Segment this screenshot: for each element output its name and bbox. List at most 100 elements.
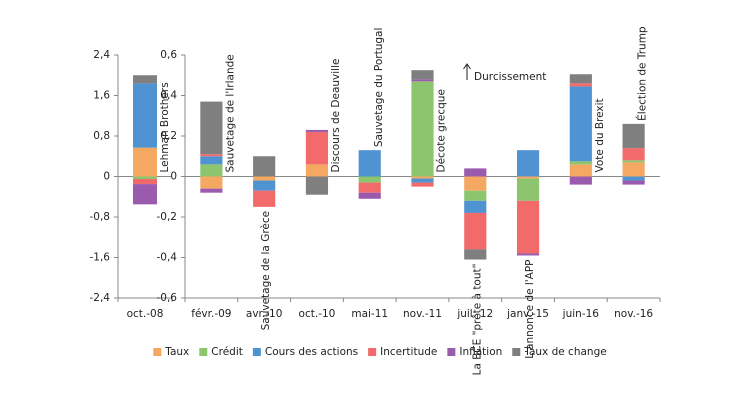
bar-segment <box>411 182 434 187</box>
annotation: La BCE "prête à tout" <box>471 264 483 376</box>
annotation: Décote grecque <box>436 89 448 172</box>
annotation: Lehman Brothers <box>159 82 171 172</box>
bar-segment <box>516 176 540 179</box>
bar-segment <box>464 190 487 201</box>
annotation: Discours de Deauville <box>330 59 342 173</box>
legend-swatch <box>199 348 208 356</box>
bar-segment <box>305 164 329 177</box>
bar-segment <box>411 178 434 183</box>
y-tick-label: -0,2 <box>157 211 178 223</box>
legend-swatch <box>153 348 162 356</box>
bar-segment <box>569 164 592 177</box>
y-tick-label: -0,8 <box>90 211 111 223</box>
bar-segment <box>464 249 487 260</box>
x-tick-label: mai-11 <box>351 308 388 320</box>
x-tick-label: nov.-16 <box>614 308 653 320</box>
x-tick-label: janv.-15 <box>506 308 549 320</box>
bar-segment <box>569 83 592 87</box>
bar-segment <box>622 160 645 163</box>
legend-swatch <box>368 348 377 356</box>
y-tick-label: 0,4 <box>160 90 177 102</box>
bar-segment <box>622 176 645 181</box>
bar-segment <box>253 176 276 181</box>
bar-segment <box>622 180 645 185</box>
y-tick-label: 2,4 <box>93 49 110 61</box>
bar-segment <box>358 150 381 177</box>
bar-segment <box>622 162 645 177</box>
bar-segment <box>253 156 276 177</box>
y-tick-label: -1,6 <box>90 252 111 264</box>
bar-segment <box>200 101 223 155</box>
bar-segment <box>411 79 434 82</box>
legend-swatch <box>252 348 261 356</box>
x-tick-label: oct.-10 <box>299 308 336 320</box>
bar-segment <box>358 176 381 183</box>
annotation: Sauvetage du Portugal <box>373 28 385 148</box>
annotation: Sauvetage de l'Irlande <box>224 54 236 172</box>
bar-segment <box>622 123 645 149</box>
y-tick-label: 0,2 <box>160 130 177 142</box>
x-tick-label: avr.-10 <box>246 308 283 320</box>
bar-segment <box>464 200 487 213</box>
bar-segment <box>464 212 487 250</box>
bar-segment <box>569 176 592 185</box>
bar-segment <box>133 179 157 185</box>
y-tick-label: -2,4 <box>90 292 111 304</box>
x-tick-label: févr.-09 <box>191 308 231 320</box>
legend-label: Inflation <box>459 346 502 358</box>
bar-segment <box>464 168 487 177</box>
bar-segment <box>200 156 223 165</box>
bar-segment <box>358 192 381 199</box>
bar-segment <box>133 83 157 148</box>
y-tick-label: 0 <box>103 171 110 183</box>
annotation: Élection de Trump <box>636 26 649 121</box>
bar-segment <box>133 176 157 180</box>
bar-segment <box>305 129 329 132</box>
bar-segment <box>305 176 329 195</box>
bar-segment <box>200 164 223 177</box>
bar-segment <box>358 182 381 193</box>
legend-label: Taux <box>164 346 189 358</box>
annotation: Durcissement <box>474 71 546 83</box>
bar-segment <box>569 161 592 165</box>
bar-segment <box>622 148 645 161</box>
y-tick-label: 0 <box>170 171 177 183</box>
y-tick-label: 0,8 <box>93 130 110 142</box>
bar-segment <box>569 74 592 84</box>
bar-segment <box>253 180 276 191</box>
bar-segment <box>200 176 223 189</box>
y-tick-label: 0,6 <box>160 49 177 61</box>
bar-segment <box>516 150 540 177</box>
legend-swatch <box>512 348 521 356</box>
bar-segment <box>411 81 434 177</box>
bar-segment <box>569 86 592 162</box>
bar-segment <box>411 70 434 80</box>
bar-segment <box>133 75 157 84</box>
bar-segment <box>200 188 223 193</box>
legend-label: Cours des actions <box>265 346 358 358</box>
bar-segment <box>305 131 329 165</box>
y-tick-label: 1,6 <box>93 90 110 102</box>
y-tick-label: -0,4 <box>157 252 178 264</box>
legend-label: Crédit <box>211 346 243 358</box>
bar-segment <box>253 190 276 207</box>
bar-segment <box>133 147 157 177</box>
legend-swatch <box>447 348 456 356</box>
x-tick-label: nov.-11 <box>403 308 442 320</box>
legend-label: Incertitude <box>380 346 437 358</box>
bar-segment <box>516 253 540 256</box>
bar-segment <box>133 184 157 205</box>
bar-segment <box>411 176 434 179</box>
annotation: Vote du Brexit <box>594 98 606 172</box>
bar-segment <box>464 176 487 191</box>
legend-label: Taux de change <box>523 346 606 358</box>
arrow-head <box>463 63 471 70</box>
annotation: L'annonce de l'APP <box>524 259 536 358</box>
annotation: Sauvetage de la Grèce <box>260 211 272 331</box>
x-tick-label: juin-16 <box>562 308 600 320</box>
y-tick-label: -0,6 <box>157 292 178 304</box>
x-tick-label: juil.-12 <box>456 308 493 320</box>
bar-segment <box>200 154 223 157</box>
bar-segment <box>516 178 540 201</box>
